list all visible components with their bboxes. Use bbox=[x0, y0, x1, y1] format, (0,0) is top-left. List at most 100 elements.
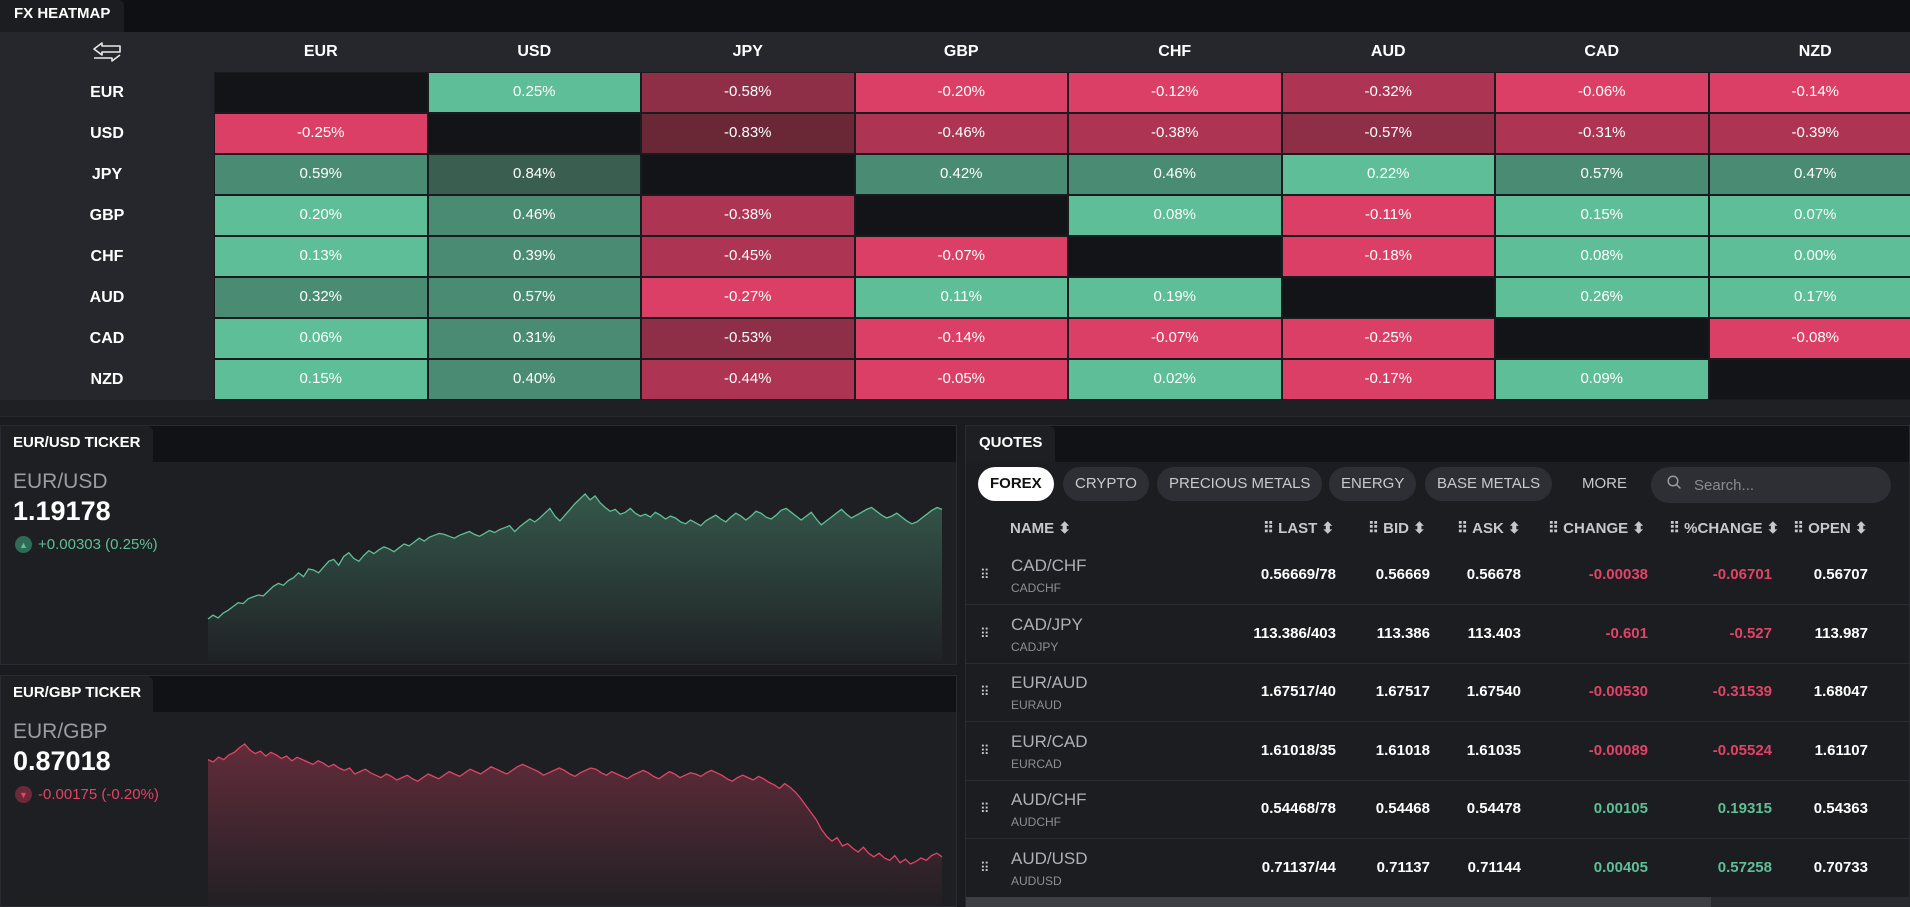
heatmap-cell[interactable]: -0.20% bbox=[854, 72, 1068, 113]
filter-precious-metals[interactable]: PRECIOUS METALS bbox=[1157, 467, 1323, 501]
drag-handle-icon[interactable]: ⠿ bbox=[980, 567, 989, 582]
heatmap-cell[interactable]: -0.08% bbox=[1708, 318, 1910, 359]
heatmap-cell[interactable]: 0.42% bbox=[854, 154, 1068, 195]
heatmap-cell[interactable]: 0.46% bbox=[427, 195, 641, 236]
col-header-bid[interactable]: ⠿ BID ⬍ bbox=[1368, 520, 1426, 537]
heatmap-cell[interactable]: -0.46% bbox=[854, 113, 1068, 154]
heatmap-cell[interactable]: 0.31% bbox=[427, 318, 641, 359]
heatmap-scrollbar[interactable] bbox=[0, 400, 1910, 416]
col-header-last[interactable]: ⠿ LAST ⬍ bbox=[1263, 520, 1335, 537]
heatmap-cell[interactable]: 0.40% bbox=[427, 359, 641, 400]
heatmap-cell[interactable]: -0.25% bbox=[214, 113, 428, 154]
ticker-change: ▲ +0.00303 (0.25%) bbox=[15, 536, 158, 553]
heatmap-cell[interactable]: -0.17% bbox=[1281, 359, 1495, 400]
quote-row[interactable]: ⠿ EUR/AUD EURAUD 1.67517/40 1.67517 1.67540 -0… bbox=[966, 664, 1910, 722]
heatmap-cell[interactable]: -0.31% bbox=[1495, 113, 1709, 154]
heatmap-cell[interactable]: 0.46% bbox=[1068, 154, 1282, 195]
quote-row[interactable]: ⠿ AUD/USD AUDUSD 0.71137/44 0.71137 0.71144 0.… bbox=[966, 840, 1910, 898]
col-header-name[interactable]: NAME ⬍ bbox=[1010, 520, 1071, 537]
heatmap-cell[interactable]: -0.83% bbox=[641, 113, 855, 154]
heatmap-cell[interactable]: 0.08% bbox=[1068, 195, 1282, 236]
heatmap-cell[interactable] bbox=[1068, 236, 1282, 277]
search-input[interactable] bbox=[1692, 475, 1866, 495]
drag-handle-icon[interactable]: ⠿ bbox=[980, 742, 989, 758]
heatmap-cell[interactable]: 0.59% bbox=[214, 154, 428, 195]
filter-crypto[interactable]: CRYPTO bbox=[1063, 467, 1149, 501]
quotes-scrollbar[interactable] bbox=[966, 897, 1910, 907]
drag-handle-icon[interactable]: ⠿ bbox=[980, 801, 989, 816]
heatmap-cell[interactable]: 0.22% bbox=[1281, 154, 1495, 195]
drag-handle-icon[interactable]: ⠿ bbox=[980, 625, 989, 641]
heatmap-cell[interactable]: 0.17% bbox=[1708, 277, 1910, 318]
heatmap-cell[interactable]: -0.44% bbox=[641, 359, 855, 400]
heatmap-cell[interactable]: 0.84% bbox=[427, 154, 641, 195]
heatmap-cell[interactable]: -0.58% bbox=[641, 72, 855, 113]
heatmap-cell[interactable]: 0.15% bbox=[214, 359, 428, 400]
heatmap-cell[interactable]: -0.07% bbox=[854, 236, 1068, 277]
heatmap-cell[interactable]: 0.39% bbox=[427, 236, 641, 277]
heatmap-cell[interactable]: 0.07% bbox=[1708, 195, 1910, 236]
heatmap-cell[interactable]: -0.05% bbox=[854, 359, 1068, 400]
heatmap-cell[interactable]: 0.08% bbox=[1495, 236, 1709, 277]
heatmap-col-header-nzd: NZD bbox=[1798, 43, 1832, 60]
heatmap-cell[interactable]: 0.32% bbox=[214, 277, 428, 318]
drag-handle-icon[interactable]: ⠿ bbox=[980, 684, 989, 699]
col-header-ask[interactable]: ⠿ ASK ⬍ bbox=[1457, 520, 1521, 537]
quote-row[interactable]: ⠿ CAD/CHF CADCHF 0.56669/78 0.56669 0.56678 -0… bbox=[966, 547, 1910, 605]
scrollbar-thumb[interactable] bbox=[966, 897, 1711, 907]
heatmap-cell[interactable]: 0.25% bbox=[427, 72, 641, 113]
swap-arrows-icon[interactable] bbox=[0, 32, 214, 72]
quote-row[interactable]: ⠿ AUD/CHF AUDCHF 0.54468/78 0.54468 0.54478 0.… bbox=[966, 781, 1910, 839]
heatmap-cell[interactable] bbox=[1495, 318, 1709, 359]
heatmap-cell[interactable] bbox=[214, 72, 428, 113]
heatmap-cell[interactable]: 0.15% bbox=[1495, 195, 1709, 236]
heatmap-cell[interactable]: -0.32% bbox=[1281, 72, 1495, 113]
heatmap-cell[interactable] bbox=[854, 195, 1068, 236]
heatmap-cell[interactable]: 0.20% bbox=[214, 195, 428, 236]
more-button[interactable]: MORE bbox=[1582, 475, 1627, 492]
heatmap-cell[interactable]: 0.13% bbox=[214, 236, 428, 277]
heatmap-cell[interactable] bbox=[1708, 359, 1910, 400]
heatmap-cell[interactable] bbox=[1281, 277, 1495, 318]
quote-bid: 113.386 bbox=[1376, 624, 1430, 642]
filter-forex[interactable]: FOREX bbox=[978, 467, 1054, 501]
heatmap-cell[interactable]: -0.38% bbox=[1068, 113, 1282, 154]
quote-last: 0.71137/44 bbox=[1261, 858, 1336, 876]
heatmap-cell[interactable]: 0.47% bbox=[1708, 154, 1910, 195]
heatmap-cell[interactable]: -0.53% bbox=[641, 318, 855, 359]
col-header-open[interactable]: ⠿ OPEN ⬍ bbox=[1793, 520, 1868, 537]
heatmap-cell[interactable]: -0.27% bbox=[641, 277, 855, 318]
search-box[interactable] bbox=[1651, 467, 1891, 503]
quotes-title: QUOTES bbox=[966, 426, 1056, 462]
heatmap-cell[interactable] bbox=[427, 113, 641, 154]
heatmap-cell[interactable]: -0.14% bbox=[854, 318, 1068, 359]
heatmap-cell[interactable]: 0.06% bbox=[214, 318, 428, 359]
heatmap-cell[interactable]: -0.39% bbox=[1708, 113, 1910, 154]
heatmap-cell[interactable]: -0.25% bbox=[1281, 318, 1495, 359]
heatmap-cell[interactable]: 0.11% bbox=[854, 277, 1068, 318]
quote-row[interactable]: ⠿ EUR/CAD EURCAD 1.61018/35 1.61018 1.61035 -0… bbox=[966, 723, 1910, 781]
heatmap-cell[interactable]: -0.38% bbox=[641, 195, 855, 236]
filter-energy[interactable]: ENERGY bbox=[1329, 467, 1417, 501]
heatmap-cell[interactable]: 0.57% bbox=[427, 277, 641, 318]
heatmap-cell[interactable]: 0.57% bbox=[1495, 154, 1709, 195]
heatmap-cell[interactable]: 0.09% bbox=[1495, 359, 1709, 400]
heatmap-cell[interactable]: 0.00% bbox=[1708, 236, 1910, 277]
heatmap-cell[interactable]: 0.26% bbox=[1495, 277, 1709, 318]
filter-base-metals[interactable]: BASE METALS bbox=[1425, 467, 1553, 501]
heatmap-cell[interactable]: -0.14% bbox=[1708, 72, 1910, 113]
heatmap-cell[interactable] bbox=[641, 154, 855, 195]
heatmap-cell[interactable]: -0.07% bbox=[1068, 318, 1282, 359]
heatmap-cell[interactable]: -0.12% bbox=[1068, 72, 1282, 113]
heatmap-cell[interactable]: -0.11% bbox=[1281, 195, 1495, 236]
col-header-pctchange[interactable]: ⠿ %CHANGE ⬍ bbox=[1669, 520, 1780, 537]
heatmap-cell[interactable]: 0.19% bbox=[1068, 277, 1282, 318]
quote-row[interactable]: ⠿ CAD/JPY CADJPY 113.386/403 113.386 113.403 -… bbox=[966, 606, 1910, 664]
heatmap-cell[interactable]: -0.06% bbox=[1495, 72, 1709, 113]
heatmap-cell[interactable]: -0.18% bbox=[1281, 236, 1495, 277]
heatmap-cell[interactable]: -0.45% bbox=[641, 236, 855, 277]
heatmap-cell[interactable]: 0.02% bbox=[1068, 359, 1282, 400]
drag-handle-icon[interactable]: ⠿ bbox=[980, 859, 989, 875]
col-header-change[interactable]: ⠿ CHANGE ⬍ bbox=[1548, 520, 1645, 537]
heatmap-cell[interactable]: -0.57% bbox=[1281, 113, 1495, 154]
